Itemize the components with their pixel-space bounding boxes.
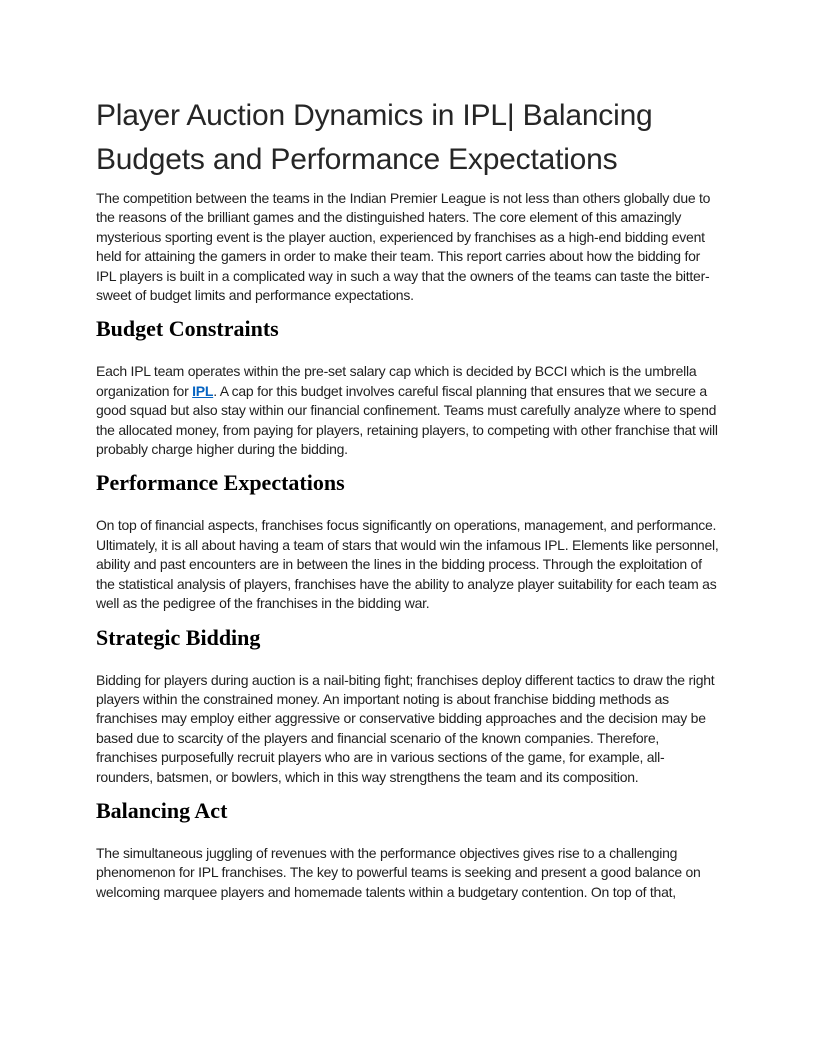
ipl-link[interactable]: IPL: [192, 382, 214, 399]
section-paragraph-strategic-bidding: Bidding for players during auction is a …: [96, 671, 715, 785]
section-heading-strategic-bidding: Strategic Bidding: [96, 624, 261, 650]
section-paragraph-performance-expectations: On top of financial aspects, franchises …: [96, 517, 719, 612]
section-heading-balancing-act: Balancing Act: [96, 797, 228, 823]
document-title: Player Auction Dynamics in IPL| Balancin…: [96, 94, 720, 182]
section-heading-performance-expectations: Performance Expectations: [96, 470, 345, 496]
document-title-line-2: Budgets and Performance Expectations: [96, 143, 618, 176]
section-paragraph-budget-constraints: Each IPL team operates within the pre-se…: [96, 362, 720, 459]
paragraph-text-before-link: Each IPL team operates within the pre-se…: [96, 363, 697, 399]
paragraph-text-after-link: . A cap for this budget involves careful…: [96, 382, 718, 458]
section-performance-expectations: Performance Expectations On top of finan…: [96, 469, 720, 613]
section-heading-budget-constraints: Budget Constraints: [96, 316, 279, 342]
document-title-line-1: Player Auction Dynamics in IPL| Balancin…: [96, 99, 653, 132]
intro-paragraph: The competition between the teams in the…: [96, 190, 711, 304]
section-balancing-act: Balancing Act The simultaneous juggling …: [96, 797, 720, 902]
section-paragraph-balancing-act: The simultaneous juggling of revenues wi…: [96, 844, 701, 900]
section-strategic-bidding: Strategic Bidding Bidding for players du…: [96, 624, 720, 787]
section-budget-constraints: Budget Constraints Each IPL team operate…: [96, 315, 720, 459]
